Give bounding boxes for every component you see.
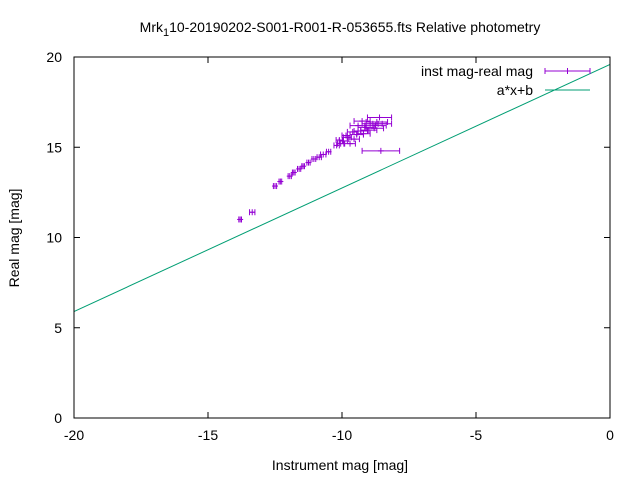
y-axis-label: Real mag [mag] [6, 189, 22, 288]
data-point [366, 114, 393, 121]
data-point [310, 155, 317, 162]
data-point [356, 130, 371, 137]
data-point [325, 148, 332, 155]
chart-title-subscript: 1 [163, 27, 169, 39]
y-tick-label: 5 [54, 320, 62, 336]
chart-title: Mrk110-20190202-S001-R001-R-053655.fts R… [140, 19, 541, 39]
data-point [336, 140, 345, 147]
data-point [272, 183, 278, 190]
x-tick-label: -10 [332, 427, 352, 443]
chart-title-prefix: Mrk [140, 19, 164, 35]
data-point [348, 136, 360, 143]
data-point [249, 209, 256, 216]
y-tick-label: 0 [54, 410, 62, 426]
y-tick-label: 20 [46, 49, 62, 65]
data-point [290, 169, 297, 176]
data-point [277, 178, 284, 185]
data-point [364, 122, 387, 129]
fit-line [74, 63, 610, 312]
plot-area: -20 -15 -10 -5 0 0 5 10 15 20 [46, 49, 614, 443]
data-point [360, 127, 378, 134]
data-point [341, 132, 351, 139]
legend-label-fit: a*x+b [497, 82, 533, 98]
data-point [300, 163, 307, 170]
data-points-group [237, 114, 401, 223]
data-point [316, 154, 323, 161]
legend-label-points: inst mag-real mag [421, 63, 533, 79]
x-axis-label: Instrument mag [mag] [272, 457, 408, 473]
x-tick-label: 0 [606, 427, 614, 443]
legend: inst mag-real mag a*x+b [421, 63, 591, 98]
data-point [335, 137, 344, 144]
x-tick-label: -15 [198, 427, 218, 443]
y-tick-label: 15 [46, 139, 62, 155]
data-point [346, 128, 359, 135]
y-tick-label: 10 [46, 230, 62, 246]
plot-border [73, 56, 611, 419]
data-point [286, 173, 293, 180]
x-tick-label: -20 [64, 427, 84, 443]
x-tick-label: -5 [470, 427, 483, 443]
chart-title-suffix: 10-20190202-S001-R001-R-053655.fts Relat… [169, 19, 540, 35]
data-point [320, 151, 327, 158]
data-point [237, 216, 244, 223]
fit-line-group [74, 63, 610, 312]
data-point [353, 118, 371, 125]
data-point [296, 165, 303, 172]
data-point [305, 159, 312, 166]
data-point [344, 140, 356, 147]
data-point [361, 147, 401, 154]
